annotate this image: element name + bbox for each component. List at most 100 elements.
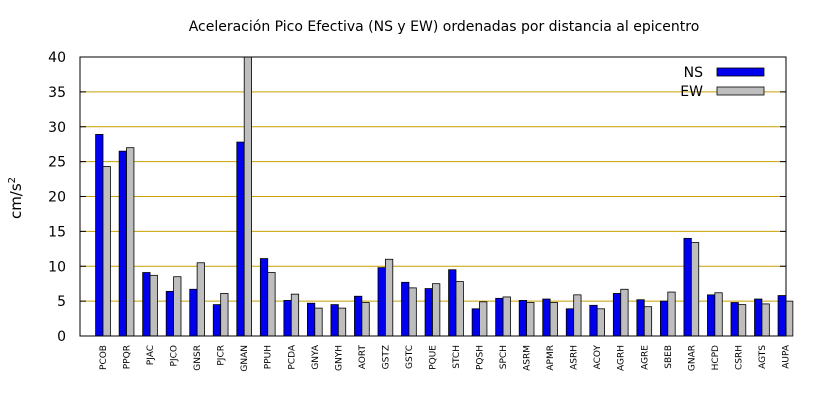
y-axis-label-unit: cm/s: [7, 183, 25, 219]
bar-ew-hcpd: [714, 292, 723, 337]
bar-ns-pque: [424, 288, 433, 337]
x-tick-label: PCOB: [99, 345, 109, 370]
bar-ns-stch: [448, 269, 457, 337]
x-tick-label: ASRH: [570, 345, 580, 370]
bar-ns-pjac: [142, 272, 151, 337]
bar-ns-pjco: [165, 290, 174, 337]
bar-ew-pque: [432, 283, 441, 337]
bar-ns-pqsh: [471, 308, 480, 337]
bar-ew-pqsh: [479, 301, 488, 337]
bar-ew-csrh: [738, 304, 747, 337]
bar-ew-pjac: [149, 274, 158, 337]
x-tick-label: GNYH: [334, 345, 344, 371]
x-tick-label: GNAR: [687, 345, 697, 371]
bar-ew-agts: [761, 303, 770, 337]
bar-ns-asrh: [565, 308, 575, 337]
x-tick-label: SBEB: [664, 345, 674, 369]
bar-ew-gstc: [408, 287, 417, 337]
x-tick-label: PQSH: [476, 345, 486, 370]
x-tick-label: ASRM: [523, 345, 533, 371]
y-tick-label: 5: [57, 294, 66, 310]
bar-ew-gnan: [243, 56, 252, 337]
x-tick-label: GNAN: [240, 345, 250, 372]
bar-ew-gnsr: [196, 262, 205, 337]
bar-ns-csrh: [730, 302, 739, 337]
x-tick-label: HCPD: [711, 345, 721, 370]
x-tick-label: PPQR: [123, 345, 133, 369]
x-tick-label: AUPA: [781, 344, 791, 369]
x-tick-label: PJCO: [170, 345, 180, 366]
legend-label-ns: NS: [684, 65, 703, 81]
y-tick-label: 10: [48, 259, 66, 275]
bar-ns-gnya: [306, 302, 316, 337]
x-tick-label: PJAC: [146, 345, 156, 365]
bar-ns-gnan: [236, 141, 245, 337]
bar-ns-agrh: [612, 293, 622, 337]
x-tick-label: PCDA: [287, 344, 297, 369]
bar-ns-spch: [495, 297, 504, 337]
bar-ew-asrh: [573, 294, 582, 337]
y-tick-label: 25: [48, 155, 66, 171]
plot-frame: [79, 56, 787, 337]
bar-ew-gnya: [314, 307, 323, 337]
bar-ns-gnsr: [189, 288, 198, 337]
y-tick-label: 35: [48, 85, 66, 101]
bar-ew-asrm: [526, 302, 535, 337]
bar-ew-pjco: [173, 276, 182, 337]
bar-ns-ppuh: [259, 258, 269, 337]
y-tick-label: 20: [48, 190, 66, 206]
y-axis-label-exponent: 2: [7, 177, 18, 183]
y-tick-label: 30: [48, 120, 66, 136]
x-tick-label: ACOY: [593, 345, 603, 370]
y-tick-label: 0: [57, 329, 66, 345]
bar-ew-acoy: [596, 308, 606, 337]
chart-title: Aceleración Pico Efectiva (NS y EW) orde…: [189, 19, 700, 35]
bar-ns-gstz: [377, 267, 386, 337]
bar-ns-agts: [754, 298, 763, 337]
bar-ew-gnar: [690, 242, 700, 337]
x-tick-label: AGRH: [617, 345, 627, 371]
bar-ew-ppqr: [126, 147, 135, 337]
bar-ew-pjcr: [220, 293, 229, 337]
bars: [95, 56, 794, 337]
bar-ns-aupa: [777, 295, 786, 337]
x-tick-label: GSTZ: [381, 345, 391, 369]
bar-ew-aupa: [785, 300, 794, 337]
x-tick-label: AGTS: [758, 345, 768, 369]
legend: NS EW: [680, 65, 765, 100]
bar-ns-sbeb: [660, 300, 669, 337]
bar-ns-gstc: [401, 281, 410, 337]
x-axis: PCOB PPQR PJAC PJCO GNSR PJCR GNAN PPUH PCDA GNYA…: [99, 344, 791, 371]
bar-ns-acoy: [589, 304, 598, 337]
bar-ns-pjcr: [212, 304, 222, 337]
bar-ns-gnyh: [330, 304, 339, 337]
x-tick-label: AGRE: [640, 345, 650, 370]
bar-ns-aort: [354, 295, 363, 337]
bar-ew-apmr: [549, 302, 558, 337]
bar-ns-apmr: [542, 298, 551, 337]
bar-ns-asrm: [518, 300, 528, 337]
bar-ns-pcob: [95, 134, 104, 337]
x-tick-label: STCH: [452, 345, 462, 369]
bar-ew-ppuh: [267, 272, 276, 337]
grid-lines: [80, 91, 786, 302]
bar-ew-aort: [361, 302, 370, 337]
y-tick-label: 40: [48, 50, 66, 66]
bar-ew-stch: [455, 281, 464, 337]
x-tick-label: GNSR: [193, 345, 203, 371]
x-tick-label: PJCR: [217, 345, 227, 366]
x-tick-label: AORT: [358, 345, 368, 370]
bar-ew-agrh: [620, 288, 629, 337]
legend-label-ew: EW: [680, 84, 703, 100]
x-tick-label: PQUE: [428, 345, 438, 370]
bar-ew-gnyh: [337, 307, 347, 337]
bar-ns-gnar: [683, 237, 692, 337]
bar-ew-agre: [643, 306, 653, 337]
x-tick-label: GSTC: [405, 345, 415, 369]
y-axis: 0 5 10 15 20 25 30 35 40: [48, 50, 786, 345]
bar-ew-sbeb: [667, 291, 676, 337]
bar-ns-agre: [636, 299, 645, 337]
bar-ew-pcob: [102, 166, 111, 337]
bar-ns-ppqr: [118, 150, 127, 337]
